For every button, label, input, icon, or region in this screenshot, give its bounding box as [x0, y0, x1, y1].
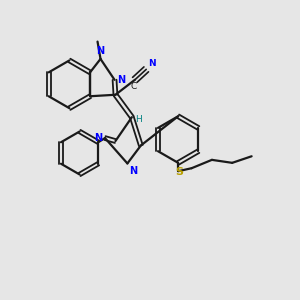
Text: C: C — [130, 82, 137, 91]
Text: N: N — [97, 46, 105, 56]
Text: N: N — [129, 166, 137, 176]
Text: N: N — [148, 59, 155, 68]
Text: N: N — [94, 133, 102, 143]
Text: S: S — [175, 167, 183, 177]
Text: N: N — [117, 75, 125, 85]
Text: H: H — [135, 115, 142, 124]
